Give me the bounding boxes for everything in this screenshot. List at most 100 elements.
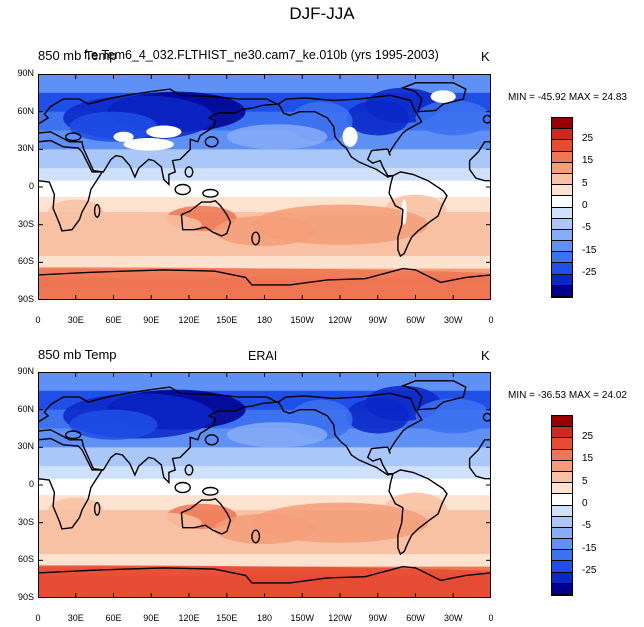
- temperature-difference-map: [38, 372, 491, 598]
- lat-tick-label: 0: [28, 479, 34, 489]
- lon-tick-label: 150E: [216, 315, 238, 325]
- colorbar-tick-label: 25: [582, 431, 594, 442]
- missing-region: [146, 125, 182, 139]
- coastline-africa: [38, 437, 104, 530]
- missing-region: [123, 138, 174, 151]
- lat-tick-label: 30S: [17, 218, 34, 229]
- coastline-australia: [180, 498, 232, 535]
- colorbar-swatch: [552, 140, 572, 152]
- field-anomaly: [126, 512, 202, 533]
- coastline-greenland: [400, 380, 467, 411]
- panel-units-label: K: [481, 348, 490, 363]
- field-band: [38, 466, 491, 480]
- coastline-namerica: [277, 392, 423, 476]
- colorbar-swatch: [552, 162, 572, 174]
- colorbar-tick-label: -15: [582, 542, 597, 554]
- coastline-island: [174, 481, 191, 494]
- field-anomaly: [226, 124, 328, 150]
- lat-tick-label: 60N: [17, 403, 34, 414]
- lat-tick-label: 90N: [17, 366, 34, 376]
- map-panel-model: 850 mb Temp f.e.Tem6_4_032.FLTHIST_ne30.…: [0, 0, 644, 300]
- coastline-namerica: [277, 94, 423, 178]
- field-anomaly: [415, 100, 491, 136]
- panel-min-max-stats: MIN = -36.53 MAX = 24.02: [508, 390, 627, 401]
- lon-tick-label: 180: [256, 315, 273, 325]
- lon-tick-label: 60E: [105, 315, 122, 325]
- lon-tick-label: 30W: [443, 315, 463, 325]
- field-anomaly: [69, 111, 158, 142]
- lon-tick-label: 150W: [290, 315, 314, 325]
- colorbar-tick-label: 0: [582, 497, 588, 509]
- coastline-eurasia: [38, 88, 280, 187]
- field-band: [38, 180, 491, 198]
- field-band: [38, 554, 491, 568]
- lon-tick-label: 30W: [443, 613, 463, 623]
- lon-tick-label: 30E: [67, 613, 84, 623]
- coastline-africa: [38, 139, 104, 232]
- lon-tick-label: 90E: [143, 315, 160, 325]
- coastlines: [38, 82, 491, 300]
- field-anomaly: [38, 565, 491, 586]
- lon-tick-label: 120W: [328, 315, 352, 325]
- coastline-island: [202, 486, 219, 496]
- coastline-island: [482, 412, 491, 422]
- colorbar-swatch: [552, 483, 572, 495]
- lat-tick-label: 90N: [17, 68, 34, 78]
- lon-tick-label: 60W: [406, 613, 425, 623]
- colorbar-tick-label: 5: [582, 475, 588, 487]
- colorbar-swatch: [552, 196, 572, 208]
- field-band: [38, 256, 491, 270]
- lon-tick-label: 60W: [406, 315, 425, 325]
- lon-tick-label: 120E: [178, 315, 200, 325]
- coastline-island: [93, 501, 101, 516]
- missing-region: [430, 90, 456, 103]
- lon-tick-label: 30E: [67, 315, 84, 325]
- colorbar-swatch: [552, 218, 572, 230]
- panel-variable-label: 850 mb Temp: [38, 48, 117, 63]
- coastline-island: [64, 430, 82, 440]
- colorbar-swatch: [552, 229, 572, 242]
- coastline-africa_w: [468, 141, 491, 182]
- coastline-island: [184, 464, 194, 476]
- map-panel-reanalysis: 850 mb Temp ERAI K MIN = -36.53 MAX = 24…: [0, 0, 644, 598]
- colorbar-swatch: [552, 252, 572, 264]
- map-tick-marks: [38, 372, 491, 598]
- colorbar-swatch: [552, 471, 572, 484]
- temperature-difference-map: [38, 74, 491, 300]
- coastline-island: [204, 434, 219, 446]
- panel-units-label: K: [481, 49, 490, 64]
- lon-tick-label: 0: [488, 315, 494, 325]
- lon-tick-label: 120W: [328, 613, 352, 623]
- coastline-antarctica: [38, 267, 491, 300]
- colorbar-swatch: [552, 494, 572, 506]
- coastline-island: [204, 136, 219, 148]
- lon-tick-label: 150E: [216, 613, 238, 623]
- lat-tick-label: 90S: [17, 294, 34, 304]
- field-anomaly: [38, 267, 491, 288]
- lat-tick-label: 30S: [17, 516, 34, 527]
- coastline-island: [93, 203, 101, 218]
- lon-tick-label: 0: [35, 613, 41, 623]
- colorbar-tick-label: 0: [582, 199, 588, 211]
- field-anomaly: [214, 215, 315, 247]
- coastline-eurasia: [38, 386, 280, 485]
- colorbar-swatch: [552, 539, 572, 551]
- colorbar-tick-label: -15: [582, 244, 597, 256]
- field-anomaly: [226, 422, 328, 448]
- colorbar-swatch: [552, 151, 572, 163]
- lat-tick-label: 60S: [17, 256, 34, 267]
- coastline-greenland: [400, 82, 467, 113]
- lat-tick-label: 0: [28, 181, 34, 191]
- colorbar-tick-label: 25: [582, 133, 594, 144]
- lat-tick-label: 30N: [17, 143, 34, 154]
- lon-tick-label: 90E: [143, 613, 160, 623]
- lon-tick-label: 0: [35, 315, 41, 325]
- colorbar-swatch: [552, 527, 572, 540]
- coastline-island: [251, 231, 261, 246]
- missing-data: [113, 90, 456, 225]
- colorbar-tick-label: -25: [582, 564, 597, 576]
- colorbar-swatch: [552, 550, 572, 562]
- lon-tick-label: 180: [256, 613, 273, 623]
- field-anomaly: [48, 497, 104, 523]
- colorbar-swatch: [552, 118, 572, 130]
